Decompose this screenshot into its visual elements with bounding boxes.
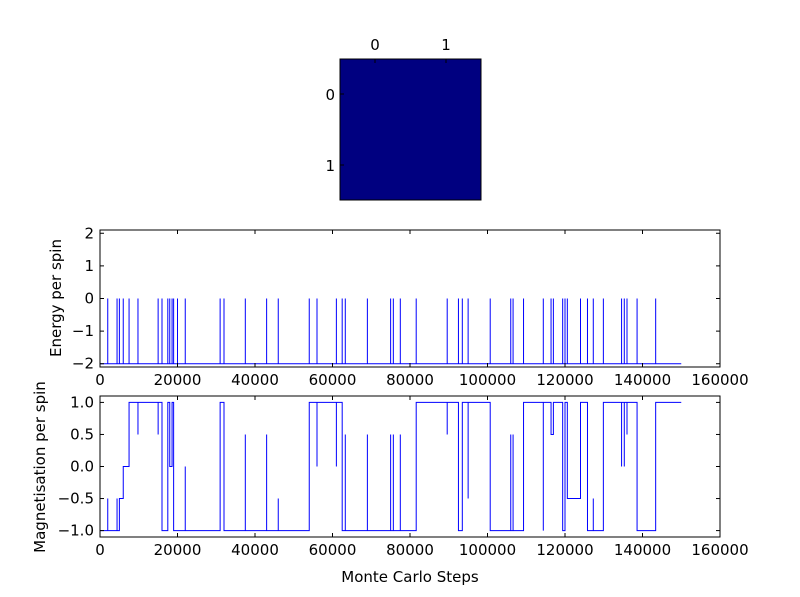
energy-y-tick-label-3: 1	[84, 257, 94, 275]
energy-y-tick-label-1: −1	[72, 322, 94, 340]
heatmap-cell-1-1	[410, 129, 482, 201]
energy-x-tick-label-7: 140000	[614, 371, 671, 389]
heatmap-cell-0-1	[410, 59, 482, 130]
energy-x-tick-label-6: 120000	[536, 371, 593, 389]
energy-axes: 0 20000 40000 60000 80000 100000 120000 140000 1…	[72, 224, 749, 389]
energy-plot-frame	[99, 229, 721, 368]
magnetisation-y-tick-label-3: 0.5	[70, 425, 94, 443]
heatmap-x-tick-label-0: 0	[370, 36, 380, 54]
energy-series-line	[100, 298, 682, 365]
magnetisation-x-tick-label-7: 140000	[614, 541, 671, 559]
energy-x-tick-label-2: 40000	[231, 371, 279, 389]
heatmap-cell-1-0	[340, 129, 411, 201]
magnetisation-x-tick-label-8: 160000	[691, 541, 748, 559]
magnetisation-y-tick-label-0: −1.0	[58, 522, 94, 540]
heatmap-x-tick-label-1: 1	[441, 36, 451, 54]
energy-y-tick-label-4: 2	[84, 224, 94, 242]
magnetisation-axes: 0 20000 40000 60000 80000 100000 120000 140000 1…	[58, 393, 749, 559]
energy-x-tick-label-3: 60000	[309, 371, 357, 389]
energy-x-tick-label-4: 80000	[386, 371, 434, 389]
energy-y-axis-label: Energy per spin	[47, 239, 65, 357]
heatmap-y-tick-label-1: 1	[325, 157, 335, 175]
energy-y-tick-label-2: 0	[84, 290, 94, 308]
lattice-heatmap: 0 1 0 1	[325, 36, 482, 201]
heatmap-cells	[340, 59, 482, 201]
magnetisation-plot: 0 20000 40000 60000 80000 100000 120000 140000 1…	[31, 381, 749, 586]
magnetisation-x-tick-label-5: 100000	[459, 541, 516, 559]
energy-x-tick-label-0: 0	[95, 371, 105, 389]
heatmap-frame	[339, 58, 482, 201]
heatmap-y-ticks: 0 1	[325, 86, 344, 175]
x-axis-label: Monte Carlo Steps	[341, 568, 479, 586]
magnetisation-x-tick-label-0: 0	[95, 541, 105, 559]
heatmap-x-ticks: 0 1	[370, 36, 451, 63]
energy-x-tick-label-8: 160000	[691, 371, 748, 389]
heatmap-cell-0-0	[340, 59, 411, 130]
energy-plot: 0 20000 40000 60000 80000 100000 120000 140000 1…	[47, 224, 749, 389]
magnetisation-x-tick-label-2: 40000	[231, 541, 279, 559]
magnetisation-x-tick-label-4: 80000	[386, 541, 434, 559]
magnetisation-y-tick-label-1: −0.5	[58, 490, 94, 508]
magnetisation-y-tick-label-4: 1.0	[70, 393, 94, 411]
energy-y-tick-label-0: −2	[72, 355, 94, 373]
magnetisation-y-axis-label: Magnetisation per spin	[31, 381, 49, 553]
energy-x-tick-label-1: 20000	[154, 371, 202, 389]
energy-x-tick-label-5: 100000	[459, 371, 516, 389]
magnetisation-x-tick-label-3: 60000	[309, 541, 357, 559]
magnetisation-x-tick-label-6: 120000	[536, 541, 593, 559]
magnetisation-x-tick-label-1: 20000	[154, 541, 202, 559]
magnetisation-series-line	[100, 401, 682, 532]
magnetisation-y-tick-label-2: 0.0	[70, 458, 94, 476]
heatmap-y-tick-label-0: 0	[325, 86, 335, 104]
magnetisation-plot-frame	[99, 395, 721, 538]
